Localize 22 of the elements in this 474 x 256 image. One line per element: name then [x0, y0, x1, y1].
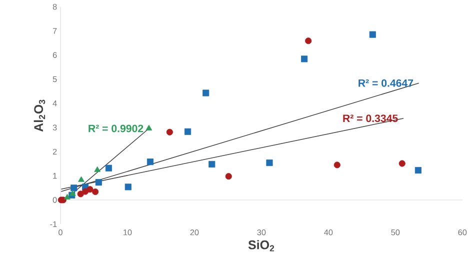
y-tick-label: 8 [52, 4, 57, 10]
y-tick-label: 0 [52, 197, 57, 203]
y-tick-label: 3 [52, 124, 57, 130]
y-tick-label: -1 [50, 221, 57, 227]
y-tick-label: 6 [52, 52, 57, 58]
y-tick-label: 7 [52, 28, 57, 34]
x-axis-title: SiO$_{2}$ [248, 240, 274, 252]
x-tick-label: 60 [458, 229, 467, 236]
y-tick-label: 4 [52, 100, 57, 106]
x-tick-label: 40 [324, 229, 333, 236]
y-tick-label: 2 [52, 148, 57, 155]
x-tick-label: 30 [257, 229, 266, 236]
x-tick-label: 0 [58, 229, 62, 236]
x-tick-label: 10 [124, 229, 132, 236]
annotation: R² = 0.3345 [343, 114, 398, 122]
y-tick-label: 1 [53, 173, 57, 179]
x-tick-label: 50 [391, 229, 400, 236]
y-axis-title: Al$_{2}$O$_{3}$ [34, 100, 46, 132]
x-tick-label: 20 [190, 229, 199, 236]
annotation: R² = 0.9902 [88, 124, 144, 132]
annotation: R² = 0.4647 [358, 79, 414, 87]
y-tick-label: 5 [52, 76, 57, 82]
